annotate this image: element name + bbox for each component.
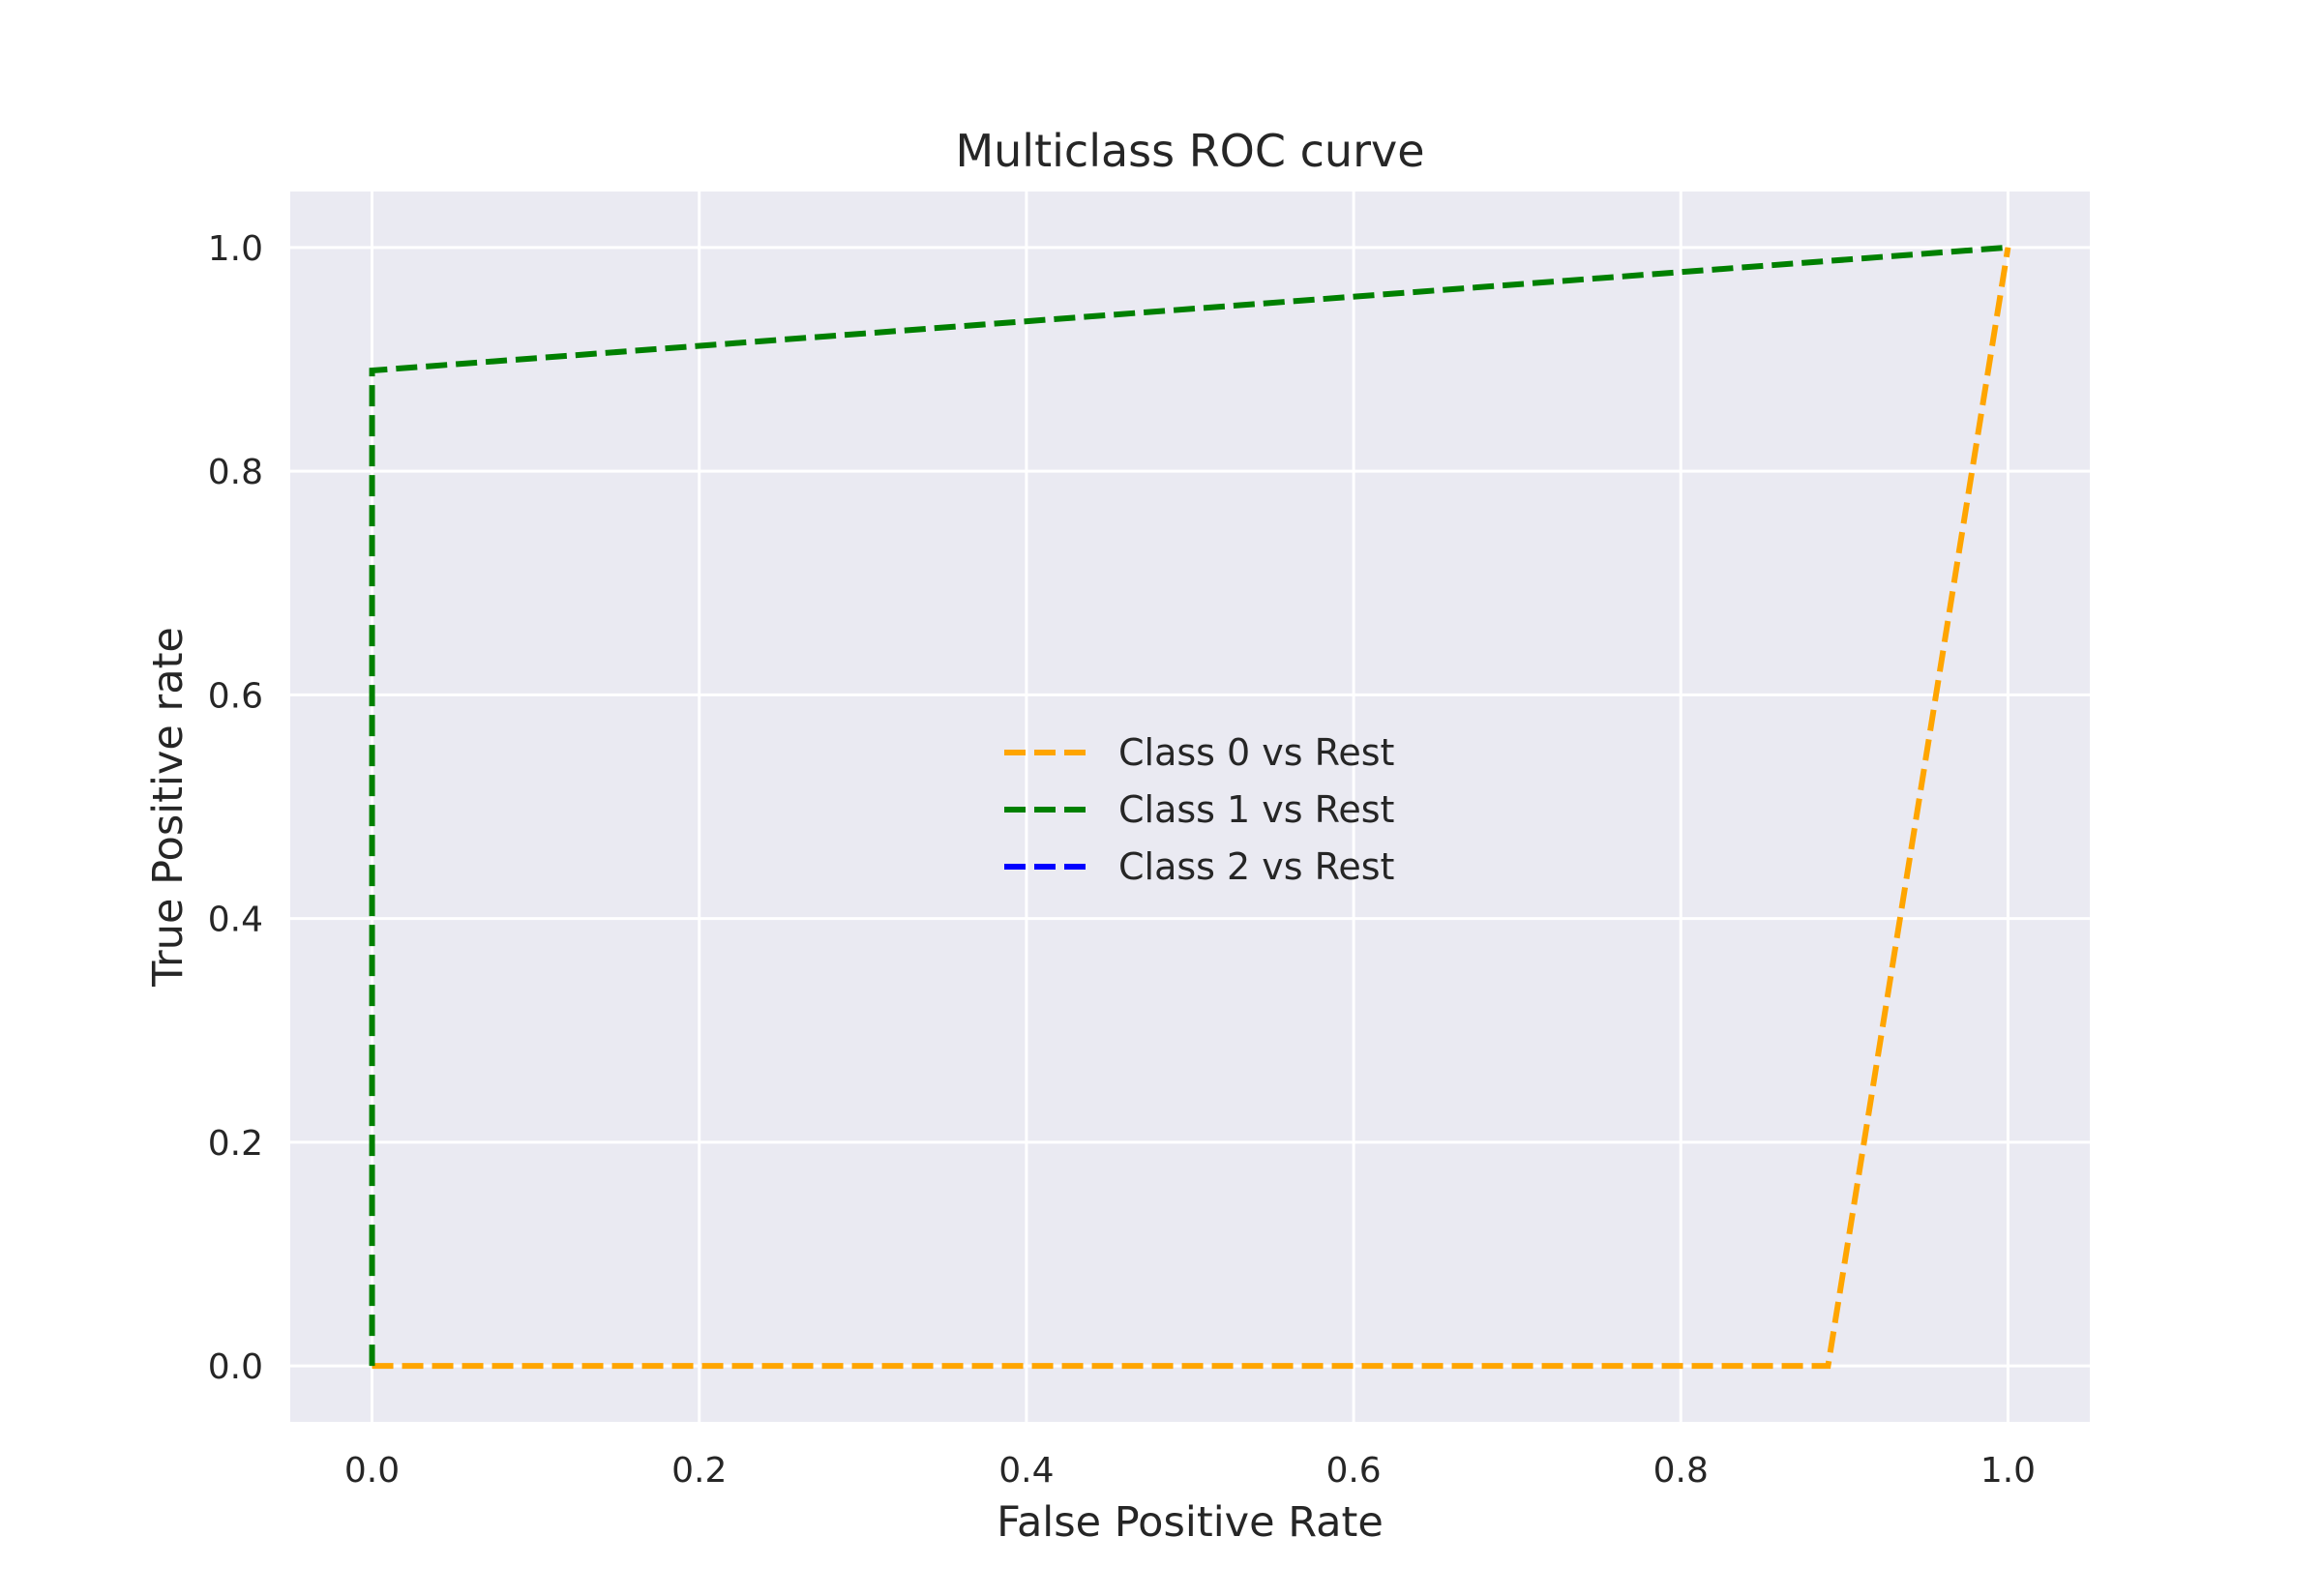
grid-lines xyxy=(290,192,2090,1422)
legend-label-class-0: Class 0 vs Rest xyxy=(1118,731,1394,774)
x-tick-label: 1.0 xyxy=(1980,1451,2036,1491)
legend-label-class-2: Class 2 vs Rest xyxy=(1118,845,1394,888)
legend-label-class-1: Class 1 vs Rest xyxy=(1118,788,1394,831)
y-tick-label: 0.0 xyxy=(208,1347,263,1387)
x-axis-label: False Positive Rate xyxy=(997,1498,1384,1547)
y-tick-label: 0.2 xyxy=(208,1124,263,1164)
y-tick-label: 0.6 xyxy=(208,676,263,716)
series-lines xyxy=(369,244,2011,1370)
tick-labels: 0.0 0.2 0.4 0.6 0.8 1.0 0.0 0.2 0.4 0.6 0.8 1.0 xyxy=(208,229,2036,1491)
x-tick-label: 0.6 xyxy=(1325,1451,1381,1491)
x-tick-label: 0.8 xyxy=(1653,1451,1709,1491)
y-tick-label: 0.4 xyxy=(208,901,263,940)
y-axis-label: True Positive rate xyxy=(144,627,193,988)
y-tick-label: 0.8 xyxy=(208,453,263,492)
x-tick-label: 0.2 xyxy=(671,1451,727,1491)
series-line-class-1 xyxy=(369,244,2009,1367)
plot-area xyxy=(290,192,2090,1422)
series-line-class-0 xyxy=(372,247,2011,1370)
legend: Class 0 vs Rest Class 1 vs Rest Class 2 vs… xyxy=(1004,731,1394,888)
x-tick-label: 0.4 xyxy=(998,1451,1054,1491)
chart-title: Multiclass ROC curve xyxy=(955,125,1424,177)
x-tick-label: 0.0 xyxy=(344,1451,400,1491)
y-tick-label: 1.0 xyxy=(208,229,263,269)
